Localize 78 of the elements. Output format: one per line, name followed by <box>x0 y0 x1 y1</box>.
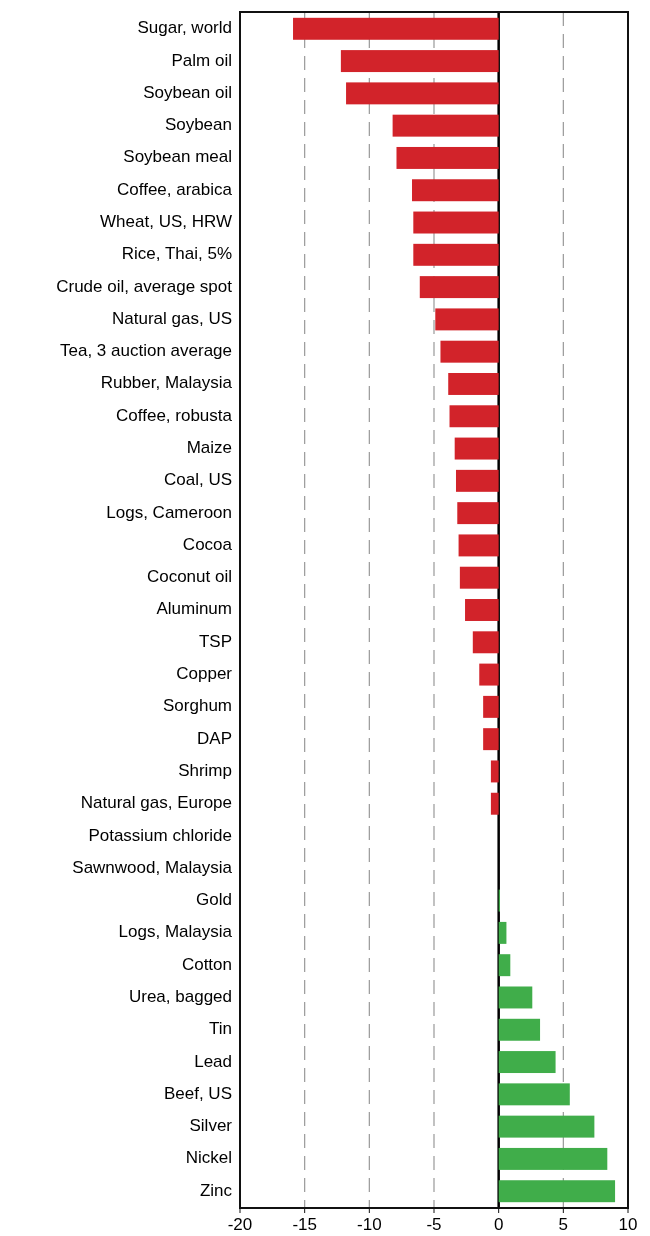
y-tick-label: Aluminum <box>156 599 232 619</box>
bar <box>498 1018 541 1041</box>
bar <box>412 179 499 202</box>
bar <box>396 146 499 169</box>
y-tick-label: Palm oil <box>171 50 232 70</box>
y-tick-label: Coal, US <box>163 470 232 490</box>
y-tick-label: TSP <box>198 631 232 651</box>
bar <box>498 1147 608 1170</box>
y-tick-label: Tin <box>209 1019 232 1039</box>
bar <box>340 50 499 73</box>
y-tick-label: Sorghum <box>163 696 232 716</box>
bar <box>498 954 511 977</box>
bar <box>472 631 499 654</box>
y-tick-label: Logs, Malaysia <box>118 922 233 942</box>
x-tick-label: -5 <box>426 1215 442 1234</box>
y-tick-label: Silver <box>189 1116 233 1136</box>
bar <box>346 82 499 105</box>
y-tick-label: Zinc <box>199 1180 233 1200</box>
bar <box>483 728 499 751</box>
bar <box>490 792 499 815</box>
bar <box>293 17 499 40</box>
y-tick-label: Crude oil, average spot <box>56 276 233 296</box>
y-tick-label: Sugar, world <box>137 18 232 38</box>
y-tick-label: Natural gas, Europe <box>80 793 232 813</box>
x-tick-label: -10 <box>357 1215 382 1234</box>
bar <box>498 1083 570 1106</box>
y-tick-label: Maize <box>186 438 232 458</box>
y-tick-label: Rice, Thai, 5% <box>121 244 232 264</box>
y-tick-label: Coffee, arabica <box>117 179 233 199</box>
bar <box>498 921 507 944</box>
y-tick-label: Urea, bagged <box>128 986 232 1006</box>
x-tick-label: 10 <box>618 1215 638 1234</box>
y-tick-label: Soybean meal <box>123 147 232 167</box>
bar <box>459 566 499 589</box>
bar <box>419 276 499 299</box>
y-tick-label: Cocoa <box>182 534 233 554</box>
y-tick-label: Tea, 3 auction average <box>59 341 232 361</box>
y-tick-label: Nickel <box>185 1148 232 1168</box>
bar <box>465 599 499 621</box>
y-tick-label: DAP <box>197 728 232 748</box>
bar <box>498 1180 616 1203</box>
bar <box>435 308 499 331</box>
bar <box>479 663 499 686</box>
bar <box>498 1115 595 1138</box>
y-tick-label: Wheat, US, HRW <box>100 212 232 232</box>
y-tick-label: Potassium chloride <box>88 825 232 845</box>
x-tick-label: -20 <box>227 1215 253 1234</box>
bar <box>413 243 499 266</box>
bar <box>458 534 499 557</box>
y-tick-label: Sawnwood, Malaysia <box>72 857 233 877</box>
bar <box>457 502 499 525</box>
y-tick-label: Logs, Cameroon <box>106 502 232 522</box>
y-tick-label: Coconut oil <box>146 567 232 587</box>
x-tick-label: 0 <box>493 1215 504 1234</box>
y-tick-label: Natural gas, US <box>112 308 232 328</box>
bar <box>448 373 499 395</box>
y-tick-label: Shrimp <box>178 760 232 780</box>
x-tick-label: 5 <box>558 1215 569 1234</box>
bar <box>498 986 533 1009</box>
x-tick-label: -15 <box>292 1215 317 1234</box>
y-tick-label: Rubber, Malaysia <box>100 373 233 393</box>
bar <box>454 437 499 460</box>
bar <box>483 695 499 718</box>
bar <box>392 114 499 137</box>
bar <box>455 469 499 492</box>
y-tick-label: Soybean oil <box>143 82 232 102</box>
y-tick-label: Coffee, robusta <box>116 405 233 425</box>
y-tick-label: Cotton <box>181 954 232 974</box>
bar <box>413 211 499 234</box>
bar <box>490 760 499 783</box>
y-tick-label: Soybean <box>164 115 232 135</box>
bar <box>440 340 499 363</box>
bar <box>449 405 499 428</box>
y-tick-label: Gold <box>196 890 232 910</box>
y-tick-label: Beef, US <box>163 1083 232 1103</box>
y-tick-label: Lead <box>194 1051 232 1071</box>
bar <box>498 1051 556 1074</box>
y-tick-label: Copper <box>176 664 233 684</box>
